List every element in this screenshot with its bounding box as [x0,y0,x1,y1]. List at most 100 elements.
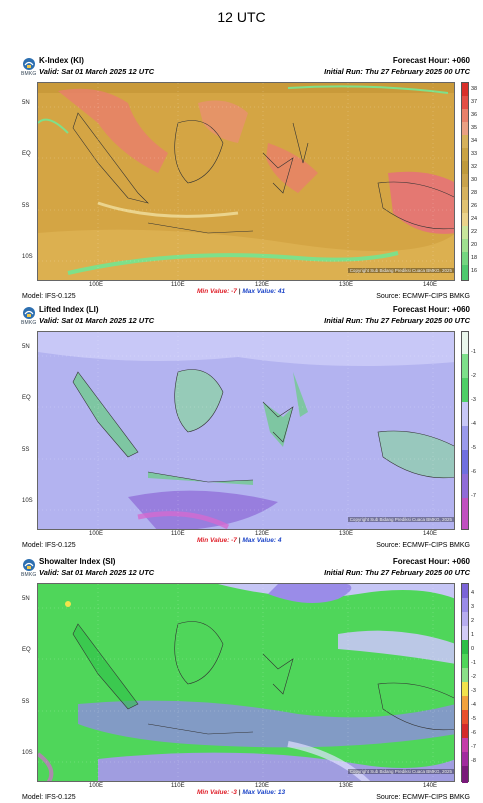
lat-label: 5N [22,596,30,602]
valid-time: Valid: Sat 01 March 2025 12 UTC [39,316,155,325]
colorbar-label: -3 [471,397,476,403]
colorbar [461,583,469,783]
panel-footer: Model: IFS-0.125 Min Value: -3 | Max Val… [22,789,470,802]
lon-label: 120E [255,282,270,288]
lon-label: 100E [89,282,104,288]
min-max-values: Min Value: -7 | Max Value: 4 [197,537,281,544]
panel-header: BMKG Showalter Index (SI) Valid: Sat 01 … [21,557,470,581]
colorbar-label: 3 [471,604,475,610]
logo-text: BMKG [21,320,37,326]
lon-label: 130E [339,282,354,288]
lat-label: 10S [22,750,33,756]
bmkg-logo-icon [22,57,36,71]
source-label: Source: ECMWF-CIPS BMKG [376,542,470,549]
colorbar-label: 28 [471,190,478,196]
colorbar-label: 22 [471,229,478,235]
colorbar-label: 32 [471,164,478,170]
bmkg-logo-icon [22,306,36,320]
panel-title: K-Index (KI) [39,56,84,65]
model-label: Model: IFS-0.125 [22,794,76,801]
model-label: Model: IFS-0.125 [22,542,76,549]
colorbar-label: 26 [471,203,478,209]
lon-label: 140E [423,531,438,537]
valid-time: Valid: Sat 01 March 2025 12 UTC [39,568,155,577]
panel-k-index: BMKG K-Index (KI) Valid: Sat 01 March 20… [21,56,477,301]
lon-label: 120E [255,531,270,537]
initial-run: Initial Run: Thu 27 February 2025 00 UTC [324,67,470,76]
model-label: Model: IFS-0.125 [22,293,76,300]
min-max-separator: | [238,288,241,295]
map-area [37,583,455,782]
lon-label: 110E [171,531,185,537]
lat-label: 5S [22,699,30,705]
colorbar-label: 0 [471,646,475,652]
colorbar-label: 4 [471,590,475,596]
colorbar-label: -5 [471,445,476,451]
map-area [37,82,455,281]
bmkg-logo-icon [22,558,36,572]
lon-label: 110E [171,282,185,288]
panel-header: BMKG K-Index (KI) Valid: Sat 01 March 20… [21,56,470,80]
lat-label: 10S [22,498,33,504]
lon-label: 120E [255,783,270,789]
lat-label: EQ [22,647,31,653]
colorbar-label: 33 [471,151,478,157]
panel-showalter-index: BMKG Showalter Index (SI) Valid: Sat 01 … [21,557,476,802]
source-label: Source: ECMWF-CIPS BMKG [376,794,470,801]
lon-label: 130E [339,783,354,789]
min-value: Min Value: -7 [197,288,237,295]
lon-label: 140E [423,783,438,789]
max-value: Max Value: 4 [242,537,282,544]
colorbar-label: -6 [471,730,476,736]
colorbar-label: -4 [471,702,476,708]
colorbar-label: -7 [471,744,476,750]
colorbar-label: -3 [471,688,476,694]
lat-label: EQ [22,151,31,157]
lon-label: 100E [89,531,104,537]
source-label: Source: ECMWF-CIPS BMKG [376,293,470,300]
colorbar-label: 18 [471,255,478,261]
panel-footer: Model: IFS-0.125 Min Value: -7 | Max Val… [22,288,470,301]
forecast-hour: Forecast Hour: +060 [392,557,470,566]
min-max-values: Min Value: -7 | Max Value: 41 [197,288,285,295]
panel-title: Showalter Index (SI) [39,557,116,566]
map-area [37,331,455,530]
lon-label: 100E [89,783,104,789]
lon-label: 110E [171,783,185,789]
page-title: 12 UTC [217,9,266,25]
colorbar-label: 30 [471,177,478,183]
forecast-hour: Forecast Hour: +060 [392,305,470,314]
colorbar [461,82,469,281]
min-max-separator: | [238,537,241,544]
lon-label: 140E [423,282,438,288]
colorbar-label: 16 [471,268,478,274]
colorbar-label: 34 [471,138,478,144]
colorbar-label: 38 [471,86,478,92]
forecast-hour: Forecast Hour: +060 [392,56,470,65]
colorbar-label: -8 [471,758,476,764]
valid-time: Valid: Sat 01 March 2025 12 UTC [39,67,155,76]
panel-header: BMKG Lifted Index (LI) Valid: Sat 01 Mar… [21,305,470,329]
initial-run: Initial Run: Thu 27 February 2025 00 UTC [324,568,470,577]
colorbar-label: 37 [471,99,478,105]
lat-label: 5N [22,100,30,106]
initial-run: Initial Run: Thu 27 February 2025 00 UTC [324,316,470,325]
colorbar-label: -2 [471,373,476,379]
colorbar-label: 35 [471,125,478,131]
lat-label: 5S [22,447,30,453]
panel-lifted-index: BMKG Lifted Index (LI) Valid: Sat 01 Mar… [21,305,476,550]
colorbar-label: -1 [471,349,476,355]
min-value: Min Value: -3 [197,789,237,796]
max-value: Max Value: 41 [242,288,286,295]
colorbar-label: 36 [471,112,478,118]
copyright-text: Copyright Sub Bidang Prediksi Cuaca BMKG… [347,769,454,774]
colorbar-label: -4 [471,421,476,427]
colorbar-label: -2 [471,674,476,680]
logo-text: BMKG [21,71,37,77]
lon-label: 130E [339,531,354,537]
colorbar-label: 2 [471,618,475,624]
copyright-text: Copyright Sub Bidang Prediksi Cuaca BMKG… [347,268,454,273]
copyright-text: Copyright Sub Bidang Prediksi Cuaca BMKG… [347,517,454,522]
panel-footer: Model: IFS-0.125 Min Value: -7 | Max Val… [22,537,470,550]
logo-text: BMKG [21,572,37,578]
